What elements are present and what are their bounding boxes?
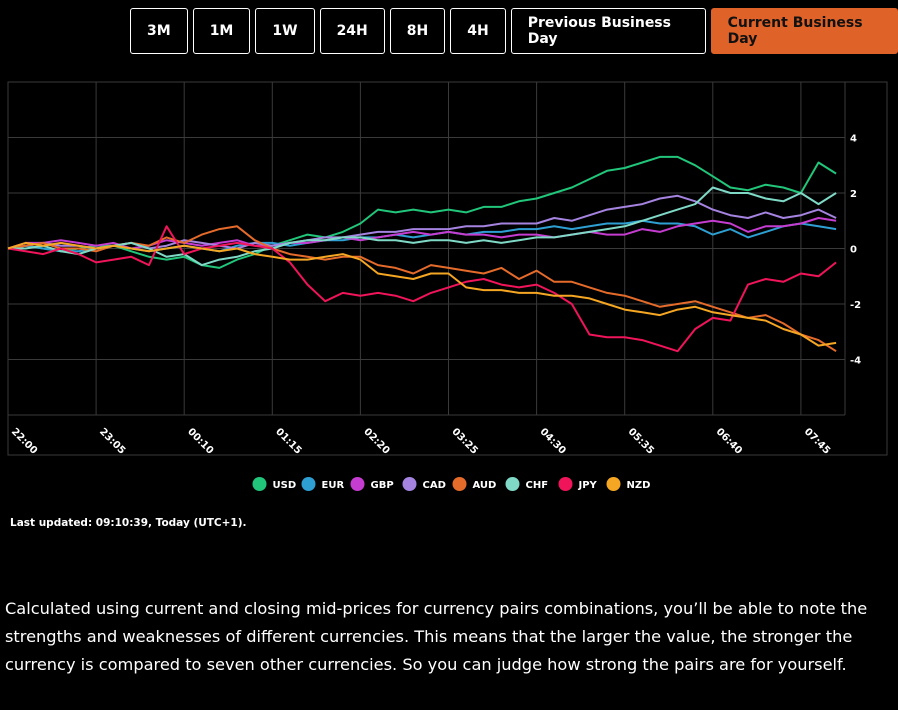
range-button[interactable]: 24H — [319, 8, 385, 54]
range-button[interactable]: Previous Business Day — [510, 8, 706, 54]
legend-swatch — [350, 477, 365, 491]
range-button[interactable]: 8H — [389, 8, 446, 54]
legend-label: EUR — [322, 480, 345, 491]
y-tick-label: 0 — [850, 245, 857, 256]
legend-swatch — [402, 477, 417, 491]
range-button[interactable]: 4H — [450, 8, 506, 54]
legend-label: NZD — [627, 480, 651, 491]
range-button[interactable]: 3M — [130, 8, 188, 54]
legend-swatch — [606, 477, 621, 491]
legend-label: CAD — [423, 480, 446, 491]
y-tick-label: 4 — [850, 134, 857, 145]
series-line — [7, 241, 837, 347]
series-line — [7, 155, 837, 269]
legend-label: JPY — [578, 480, 598, 491]
range-button[interactable]: 1M — [192, 8, 251, 54]
y-tick-label: -4 — [850, 356, 861, 367]
legend-swatch — [301, 477, 316, 491]
legend-swatch — [452, 477, 467, 491]
legend-label: GBP — [371, 480, 394, 491]
range-buttons: 3M 1M 1W 24H 8H 4H Previous Business Day Curren… — [130, 8, 898, 54]
series-line — [7, 225, 837, 353]
legend-label: CHF — [526, 480, 549, 491]
range-button[interactable]: Current Business Day — [710, 8, 898, 54]
legend-swatch — [505, 477, 520, 491]
series-line — [7, 225, 837, 353]
legend-label: AUD — [473, 480, 497, 491]
description: Calculated using current and closing mid… — [5, 599, 868, 674]
y-tick-label: -2 — [850, 300, 861, 311]
legend-label: USD — [273, 480, 297, 491]
last-updated: Last updated: 09:10:39, Today (UTC+1). — [10, 517, 247, 529]
range-button[interactable]: 1W — [255, 8, 315, 54]
legend-swatch — [558, 477, 573, 491]
series-line — [8, 186, 837, 267]
y-tick-label: 2 — [850, 189, 857, 200]
legend-swatch — [252, 477, 267, 491]
